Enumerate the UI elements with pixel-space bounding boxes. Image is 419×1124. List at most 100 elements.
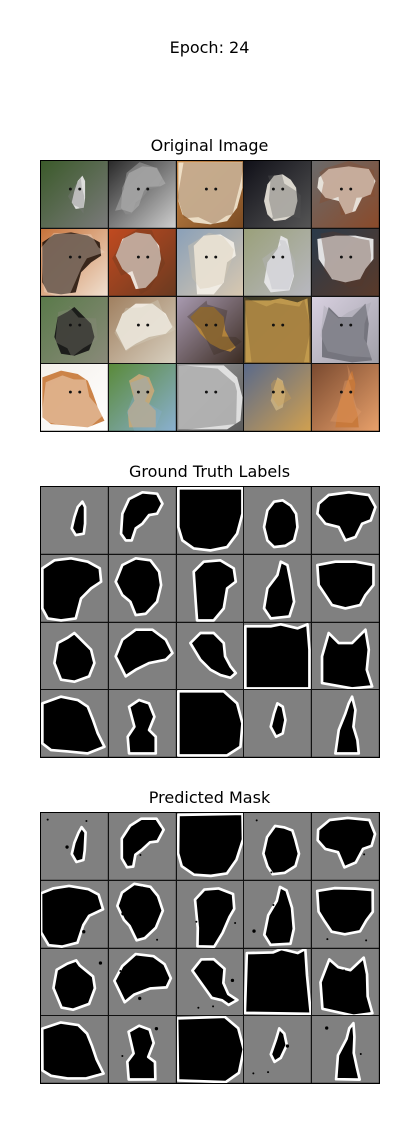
predicted-mask: [312, 880, 379, 948]
ground-truth-mask: [244, 487, 312, 554]
cat-photo: [244, 296, 312, 364]
ground-truth-mask-tile: [244, 487, 312, 554]
predicted-mask: [108, 880, 176, 948]
predicted-mask-tile: [244, 948, 312, 1016]
predicted-mask: [312, 948, 379, 1016]
ground-truth-mask-tile: [312, 622, 379, 690]
ground-truth-mask: [312, 690, 379, 757]
dog-photo: [108, 161, 176, 228]
ground-truth-mask-tile: [41, 690, 108, 757]
predicted-mask-tile: [312, 948, 379, 1016]
ground-truth-mask: [312, 554, 379, 622]
predicted-mask-tile: [312, 813, 379, 880]
ground-truth-mask-tile: [244, 690, 312, 757]
ground-truth-mask: [312, 487, 379, 554]
predicted-mask: [108, 1016, 176, 1083]
ground-truth-mask: [244, 622, 312, 690]
predicted-mask-tile: [176, 948, 244, 1016]
cat-photo: [244, 228, 312, 296]
photo-tile-cat: [41, 364, 108, 431]
photo-tile-dog: [108, 228, 176, 296]
predicted-mask-tile: [176, 880, 244, 948]
ground-truth-mask-tile: [176, 690, 244, 757]
predicted-mask-tile: [41, 948, 108, 1016]
predicted-mask: [312, 1016, 379, 1083]
dog-photo: [176, 161, 244, 228]
ground-truth-mask: [41, 554, 108, 622]
dog-photo: [312, 228, 379, 296]
predicted-mask-grid: [40, 812, 380, 1084]
predicted-mask: [176, 880, 244, 948]
ground-truth-mask-tile: [108, 690, 176, 757]
predicted-mask-tile: [41, 880, 108, 948]
predicted-mask: [244, 948, 312, 1016]
ground-truth-mask: [244, 690, 312, 757]
dog-photo: [312, 161, 379, 228]
original-image-grid: [40, 160, 380, 432]
dog-photo: [176, 228, 244, 296]
ground-truth-mask: [41, 487, 108, 554]
photo-tile-dog: [312, 161, 379, 228]
dog-photo: [108, 364, 176, 431]
cat-photo: [312, 296, 379, 364]
predicted-mask: [41, 1016, 108, 1083]
ground-truth-mask-tile: [41, 622, 108, 690]
ground-truth-mask-tile: [176, 622, 244, 690]
photo-tile-cat: [244, 228, 312, 296]
predicted-mask-tile: [108, 880, 176, 948]
predicted-mask-tile: [176, 813, 244, 880]
predicted-mask-tile: [108, 1016, 176, 1083]
dog-photo: [41, 296, 108, 364]
cat-photo: [244, 364, 312, 431]
predicted-mask: [108, 813, 176, 880]
predicted-mask: [108, 948, 176, 1016]
predicted-mask-tile: [41, 1016, 108, 1083]
predicted-mask: [176, 1016, 244, 1083]
predicted-mask-tile: [244, 1016, 312, 1083]
ground-truth-mask: [108, 690, 176, 757]
cat-photo: [176, 364, 244, 431]
dog-photo: [176, 296, 244, 364]
ground-truth-mask: [108, 487, 176, 554]
ground-truth-mask-tile: [41, 487, 108, 554]
ground-truth-mask-tile: [312, 690, 379, 757]
ground-truth-mask: [41, 690, 108, 757]
ground-truth-mask: [176, 622, 244, 690]
ground-truth-mask-tile: [312, 487, 379, 554]
cat-photo: [312, 364, 379, 431]
dog-photo: [244, 161, 312, 228]
photo-tile-dog: [244, 161, 312, 228]
epoch-title: Epoch: 24: [169, 38, 250, 57]
ground-truth-mask: [176, 690, 244, 757]
predicted-mask-tile: [41, 813, 108, 880]
ground-truth-mask-tile: [244, 554, 312, 622]
predicted-mask: [41, 948, 108, 1016]
predicted-mask-tile: [244, 813, 312, 880]
ground-truth-mask: [108, 554, 176, 622]
original-image-title: Original Image: [150, 136, 269, 155]
ground-truth-mask: [41, 622, 108, 690]
predicted-mask-tile: [108, 813, 176, 880]
predicted-mask: [244, 1016, 312, 1083]
ground-truth-mask-tile: [176, 554, 244, 622]
dog-photo: [41, 228, 108, 296]
ground-truth-mask-tile: [244, 622, 312, 690]
photo-tile-dog: [176, 161, 244, 228]
predicted-mask-title: Predicted Mask: [148, 788, 271, 807]
photo-tile-dog: [41, 228, 108, 296]
ground-truth-mask-tile: [41, 554, 108, 622]
ground-truth-grid: [40, 486, 380, 758]
photo-tile-dog: [108, 296, 176, 364]
predicted-mask: [244, 880, 312, 948]
predicted-mask: [312, 813, 379, 880]
ground-truth-title: Ground Truth Labels: [128, 462, 291, 481]
photo-tile-dog: [108, 364, 176, 431]
ground-truth-mask-tile: [312, 554, 379, 622]
photo-tile-dog: [108, 161, 176, 228]
photo-tile-cat: [41, 161, 108, 228]
cat-photo: [41, 161, 108, 228]
predicted-mask: [176, 948, 244, 1016]
ground-truth-mask: [108, 622, 176, 690]
ground-truth-mask-tile: [108, 487, 176, 554]
photo-tile-dog: [41, 296, 108, 364]
